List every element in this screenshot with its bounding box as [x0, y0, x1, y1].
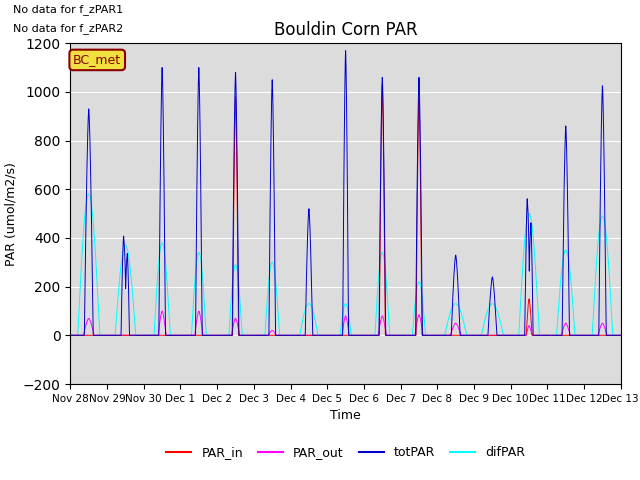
PAR_in — [378, 82, 386, 87]
Line: PAR_in: PAR_in — [70, 84, 621, 336]
PAR_out — [616, 333, 623, 338]
PAR_in — [609, 333, 617, 338]
Text: No data for f_zPAR2: No data for f_zPAR2 — [13, 23, 123, 34]
PAR_out — [617, 333, 625, 338]
Line: PAR_out: PAR_out — [70, 311, 621, 336]
totPAR — [314, 333, 322, 338]
totPAR — [545, 333, 552, 338]
PAR_out — [418, 324, 426, 329]
Y-axis label: PAR (umol/m2/s): PAR (umol/m2/s) — [4, 162, 17, 265]
difPAR — [314, 332, 322, 337]
PAR_in — [418, 301, 426, 307]
PAR_out — [67, 333, 74, 338]
PAR_in — [314, 333, 322, 338]
PAR_out — [158, 308, 166, 314]
PAR_in — [616, 333, 623, 338]
difPAR — [67, 333, 74, 338]
PAR_out — [545, 333, 552, 338]
Line: totPAR: totPAR — [70, 51, 621, 336]
difPAR — [560, 251, 568, 257]
PAR_out — [609, 333, 617, 338]
Text: BC_met: BC_met — [73, 53, 121, 66]
difPAR — [617, 333, 625, 338]
PAR_in — [617, 333, 625, 338]
totPAR — [560, 193, 568, 199]
difPAR — [85, 191, 93, 197]
totPAR — [342, 48, 349, 54]
Legend: PAR_in, PAR_out, totPAR, difPAR: PAR_in, PAR_out, totPAR, difPAR — [161, 442, 530, 464]
totPAR — [67, 333, 74, 338]
difPAR — [609, 333, 617, 338]
Line: difPAR: difPAR — [70, 194, 621, 336]
PAR_in — [67, 333, 74, 338]
difPAR — [616, 333, 623, 338]
PAR_out — [314, 333, 322, 338]
totPAR — [609, 333, 617, 338]
totPAR — [418, 265, 426, 271]
Text: No data for f_zPAR1: No data for f_zPAR1 — [13, 4, 123, 15]
difPAR — [418, 289, 426, 295]
totPAR — [616, 333, 623, 338]
PAR_out — [560, 324, 568, 329]
difPAR — [545, 333, 552, 338]
X-axis label: Time: Time — [330, 409, 361, 422]
PAR_in — [545, 333, 552, 338]
Title: Bouldin Corn PAR: Bouldin Corn PAR — [274, 21, 417, 39]
PAR_in — [560, 333, 568, 338]
totPAR — [617, 333, 625, 338]
